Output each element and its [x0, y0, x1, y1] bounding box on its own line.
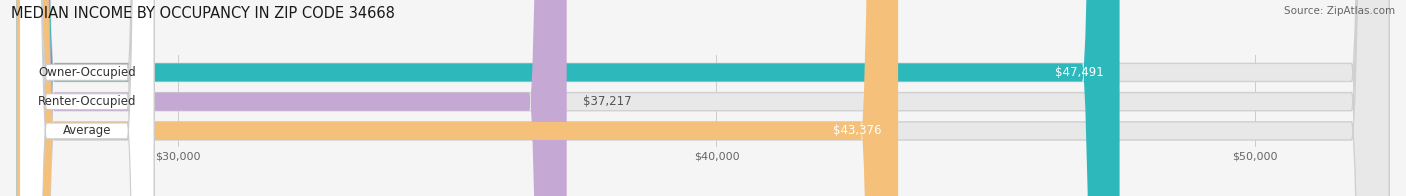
FancyBboxPatch shape [17, 0, 1119, 196]
Text: $47,491: $47,491 [1054, 66, 1104, 79]
Text: Average: Average [63, 124, 111, 137]
FancyBboxPatch shape [17, 0, 1389, 196]
FancyBboxPatch shape [17, 0, 567, 196]
Text: Renter-Occupied: Renter-Occupied [38, 95, 136, 108]
Text: $37,217: $37,217 [583, 95, 631, 108]
FancyBboxPatch shape [17, 0, 1389, 196]
Text: MEDIAN INCOME BY OCCUPANCY IN ZIP CODE 34668: MEDIAN INCOME BY OCCUPANCY IN ZIP CODE 3… [11, 6, 395, 21]
FancyBboxPatch shape [20, 0, 155, 196]
Text: Source: ZipAtlas.com: Source: ZipAtlas.com [1284, 6, 1395, 16]
FancyBboxPatch shape [20, 0, 155, 196]
FancyBboxPatch shape [17, 0, 1389, 196]
FancyBboxPatch shape [17, 0, 898, 196]
Text: $43,376: $43,376 [834, 124, 882, 137]
Text: Owner-Occupied: Owner-Occupied [38, 66, 136, 79]
FancyBboxPatch shape [20, 0, 155, 196]
